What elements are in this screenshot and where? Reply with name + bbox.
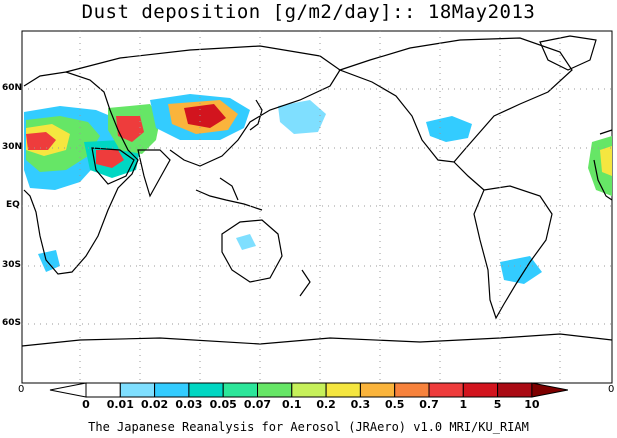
corner-label-right: 0 bbox=[608, 384, 615, 395]
map-frame bbox=[21, 30, 613, 384]
dust-safrica bbox=[38, 250, 60, 272]
colorbar-tick-13: 10 bbox=[524, 398, 540, 411]
map-title: Dust deposition [g/m2/day]:: 18May2013 bbox=[81, 1, 536, 23]
lat-label-30s: 30S bbox=[2, 260, 22, 270]
colorbar-tick-2: 0.02 bbox=[141, 398, 169, 411]
colorbar-tick-12: 5 bbox=[493, 398, 502, 411]
colorbar bbox=[49, 382, 568, 398]
dust-gobi-core bbox=[184, 104, 226, 128]
colorbar-cell-4 bbox=[222, 382, 258, 398]
colorbar-cell-2 bbox=[154, 382, 190, 398]
colorbar-cell-11 bbox=[462, 382, 499, 398]
lat-label-60s: 60S bbox=[2, 318, 22, 328]
colorbar-arrow-high bbox=[531, 382, 568, 398]
colorbar-tick-7: 0.2 bbox=[316, 398, 336, 411]
colorbar-tick-5: 0.07 bbox=[243, 398, 272, 411]
colorbar-cell-8 bbox=[359, 382, 396, 398]
dust-iran-core bbox=[116, 116, 144, 142]
colorbar-tick-4: 0.05 bbox=[209, 398, 237, 411]
colorbar-arrow-low bbox=[49, 382, 87, 398]
colorbar-tick-3: 0.03 bbox=[175, 398, 203, 411]
dust-australia bbox=[236, 234, 256, 250]
colorbar-cell-9 bbox=[394, 382, 430, 398]
graticule bbox=[22, 31, 612, 383]
lat-label-30n: 30N bbox=[2, 142, 23, 152]
colorbar-cell-7 bbox=[325, 382, 361, 398]
dust-sahara-core bbox=[26, 132, 56, 150]
colorbar-cell-10 bbox=[428, 382, 464, 398]
colorbar-cell-5 bbox=[257, 382, 293, 398]
colorbar-cell-12 bbox=[497, 382, 533, 398]
colorbar-tick-10: 0.7 bbox=[419, 398, 439, 411]
lat-label-eq: EQ bbox=[6, 200, 20, 210]
colorbar-tick-6: 0.1 bbox=[282, 398, 302, 411]
corner-label-left: 0 bbox=[18, 384, 25, 395]
colorbar-tick-8: 0.3 bbox=[350, 398, 371, 411]
colorbar-cell-6 bbox=[291, 382, 327, 398]
colorbar-cell-3 bbox=[188, 382, 224, 398]
colorbar-cell-1 bbox=[119, 382, 156, 398]
colorbar-tick-0: 0 bbox=[82, 398, 90, 411]
colorbar-tick-11: 1 bbox=[459, 398, 468, 411]
dust-arabia-core bbox=[96, 150, 124, 168]
dust-samerica bbox=[500, 256, 542, 284]
dust-africa-east-core bbox=[600, 146, 612, 176]
colorbar-cell-0 bbox=[85, 382, 121, 398]
dust-na bbox=[426, 116, 472, 142]
dust-pacific-plume bbox=[278, 100, 326, 134]
lat-label-60n: 60N bbox=[2, 83, 23, 93]
colorbar-tick-1: 0.01 bbox=[106, 398, 134, 411]
colorbar-tick-9: 0.5 bbox=[384, 398, 405, 411]
credit-line: The Japanese Reanalysis for Aerosol (JRA… bbox=[88, 420, 529, 434]
